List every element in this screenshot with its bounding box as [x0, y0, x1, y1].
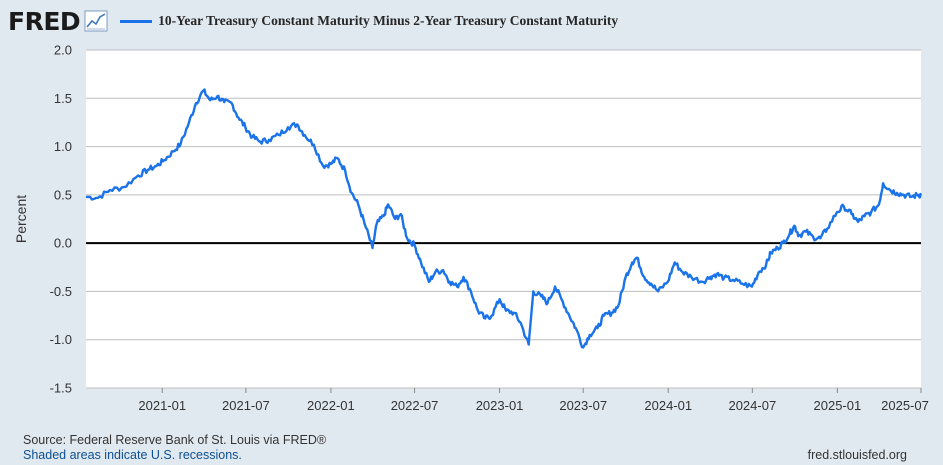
x-tick-label: 2023-01 — [476, 398, 524, 413]
x-tick-label: 2022-07 — [391, 398, 439, 413]
x-axis-ticks: 2021-01 2021-07 2022-01 2022-07 2023-01 2023-… — [138, 388, 929, 413]
x-tick-label: 2022-01 — [307, 398, 355, 413]
chart-legend: 10-Year Treasury Constant Maturity Minus… — [120, 13, 618, 29]
x-tick-label: 2024-07 — [728, 398, 776, 413]
legend-series-label: 10-Year Treasury Constant Maturity Minus… — [158, 13, 619, 28]
x-tick-label: 2024-01 — [644, 398, 692, 413]
series-group — [85, 88, 923, 349]
legend-swatch — [120, 19, 153, 23]
x-tick-label: 2025-07 — [881, 398, 929, 413]
x-tick-label: 2021-07 — [222, 398, 270, 413]
series-line[interactable] — [85, 88, 923, 349]
y-tick-label: 0.5 — [54, 187, 72, 202]
site-url[interactable]: fred.stlouisfed.org — [807, 448, 907, 462]
x-tick-label: 2025-01 — [814, 398, 862, 413]
y-axis-label: Percent — [13, 195, 29, 243]
y-axis-ticks: 2.0 1.5 1.0 0.5 0.0 -0.5 -1.0 -1.5 — [50, 43, 72, 396]
y-tick-label: 2.0 — [54, 43, 72, 58]
source-note: Source: Federal Reserve Bank of St. Loui… — [23, 433, 327, 447]
plot-area — [86, 50, 921, 388]
y-tick-label: 1.5 — [54, 91, 72, 106]
y-tick-label: 0.0 — [54, 236, 72, 251]
fred-logo[interactable]: FRED — [8, 6, 81, 36]
y-tick-label: -1.0 — [50, 332, 72, 347]
y-tick-label: -0.5 — [50, 284, 72, 299]
line-chart-icon — [84, 10, 108, 32]
recession-note: Shaded areas indicate U.S. recessions. — [23, 448, 242, 462]
gridlines — [86, 49, 921, 389]
y-tick-label: -1.5 — [50, 381, 72, 396]
chart-header: FRED 10-Year Treasury Constant Maturity … — [8, 6, 618, 36]
x-tick-label: 2023-07 — [559, 398, 607, 413]
y-tick-label: 1.0 — [54, 139, 72, 154]
footer-source: Source: Federal Reserve Bank of St. Loui… — [23, 433, 326, 463]
x-tick-label: 2021-01 — [138, 398, 186, 413]
